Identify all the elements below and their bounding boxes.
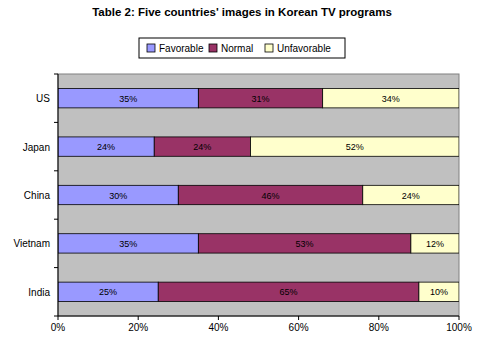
chart-root: Table 2: Five countries' images in Korea… (0, 0, 484, 344)
x-tick-label: 100% (446, 322, 472, 333)
data-label: 52% (346, 142, 364, 152)
x-tick (298, 316, 299, 320)
x-tick (378, 316, 379, 320)
x-tick-label: 60% (289, 322, 309, 333)
data-label: 53% (296, 239, 314, 249)
data-label: 35% (119, 94, 137, 104)
data-label: 12% (426, 239, 444, 249)
legend-label: Favorable (159, 43, 204, 54)
x-tick-label: 0% (51, 322, 66, 333)
legend-swatch (209, 44, 217, 52)
category-tick (54, 74, 58, 75)
data-label: 35% (119, 239, 137, 249)
bar-segment (198, 234, 411, 253)
category-label: India (28, 287, 50, 298)
bar-segment (178, 185, 362, 204)
x-tick-label: 40% (208, 322, 228, 333)
x-tick (58, 316, 59, 320)
legend-swatch (147, 44, 155, 52)
data-label: 24% (97, 142, 115, 152)
bar-segment (154, 137, 250, 156)
y-axis (58, 74, 59, 316)
category-label: US (36, 93, 50, 104)
data-label: 24% (402, 191, 420, 201)
data-label: 30% (109, 191, 127, 201)
x-tick-label: 20% (128, 322, 148, 333)
data-label: 24% (193, 142, 211, 152)
bar-segment (58, 89, 198, 108)
data-label: 31% (251, 94, 269, 104)
x-tick (459, 316, 460, 320)
bar-segment (419, 282, 459, 301)
bar-segment (58, 137, 154, 156)
bars (58, 89, 459, 302)
bar-segment (411, 234, 459, 253)
x-tick (138, 316, 139, 320)
x-tick (218, 316, 219, 320)
legend-label: Normal (221, 43, 253, 54)
chart: Table 2: Five countries' images in Korea… (0, 0, 484, 344)
bar-segment (58, 282, 158, 301)
bar-segment (58, 185, 178, 204)
category-tick (54, 170, 58, 171)
plot-area (58, 74, 459, 316)
legend-label: Unfavorable (277, 43, 331, 54)
category-tick (54, 122, 58, 123)
category-tick (54, 316, 58, 317)
background (0, 0, 484, 344)
data-label: 34% (382, 94, 400, 104)
legend: Favorable Normal Unfavorable (139, 38, 345, 58)
bar-segment (363, 185, 459, 204)
bar-segment (198, 89, 322, 108)
data-label: 46% (262, 191, 280, 201)
category-tick (54, 219, 58, 220)
bar-segment (58, 234, 198, 253)
x-axis (58, 316, 459, 317)
data-label: 10% (430, 287, 448, 297)
data-labels: 35% 31% 34% 24% 24% 52% 30% 46% 24% 35% 53% 12% 25% 6… (97, 94, 448, 298)
data-label: 25% (99, 287, 117, 297)
legend-box (139, 38, 345, 58)
bar-segment (158, 282, 419, 301)
title: Table 2: Five countries' images in Korea… (92, 6, 392, 18)
bar-segment (250, 137, 459, 156)
category-label: Vietnam (13, 238, 50, 249)
legend-swatch (265, 44, 273, 52)
data-label: 65% (280, 287, 298, 297)
bar-segment (323, 89, 459, 108)
category-label: China (24, 190, 51, 201)
category-label: Japan (23, 142, 50, 153)
category-tick (54, 267, 58, 268)
x-tick-label: 80% (369, 322, 389, 333)
